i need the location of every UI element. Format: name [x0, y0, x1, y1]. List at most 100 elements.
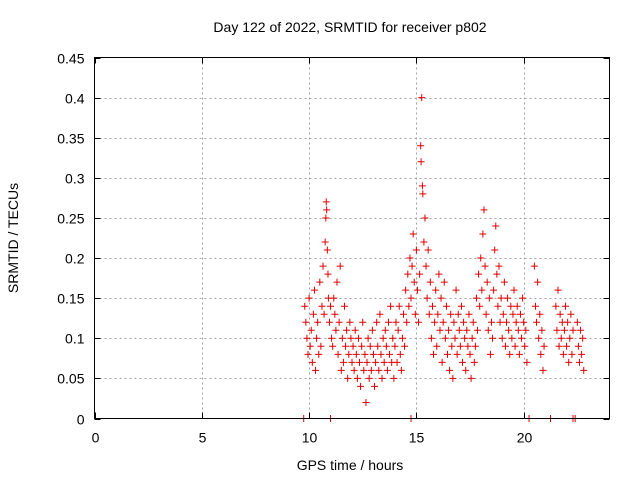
y-axis-label: SRMTID / TECUs — [5, 183, 21, 293]
data-point-marker — [450, 318, 458, 326]
data-point-marker — [417, 142, 425, 150]
data-point-marker — [521, 342, 529, 350]
data-point-marker — [314, 318, 322, 326]
data-point-marker — [478, 286, 486, 294]
data-point-marker — [304, 350, 312, 358]
data-point-marker — [452, 286, 460, 294]
points-layer — [300, 94, 588, 422]
data-point-marker — [472, 294, 480, 302]
data-point-marker — [391, 342, 399, 350]
data-point-marker — [398, 334, 406, 342]
data-point-marker — [564, 318, 572, 326]
data-point-marker — [333, 278, 341, 286]
data-point-marker — [376, 310, 384, 318]
data-point-marker — [317, 342, 325, 350]
data-point-marker — [402, 286, 410, 294]
data-point-marker — [336, 262, 344, 270]
data-point-marker — [413, 286, 421, 294]
data-point-marker — [319, 262, 327, 270]
data-point-marker — [436, 326, 444, 334]
data-point-marker — [499, 310, 507, 318]
data-point-marker — [379, 334, 387, 342]
data-point-marker — [328, 334, 336, 342]
data-point-marker — [515, 350, 523, 358]
data-point-marker — [554, 286, 562, 294]
data-point-marker — [560, 326, 568, 334]
data-point-marker — [504, 294, 512, 302]
data-point-marker — [372, 358, 380, 366]
data-point-marker — [516, 310, 524, 318]
data-point-marker — [383, 366, 391, 374]
data-point-marker — [340, 302, 348, 310]
data-point-marker — [479, 230, 487, 238]
data-point-marker — [313, 334, 321, 342]
data-point-marker — [451, 334, 459, 342]
data-point-marker — [397, 366, 405, 374]
data-point-marker — [423, 294, 431, 302]
data-point-marker — [490, 286, 498, 294]
data-point-marker — [395, 302, 403, 310]
data-point-marker — [440, 278, 448, 286]
y-tick-label: 0.15 — [57, 291, 84, 307]
data-point-marker — [371, 382, 379, 390]
data-point-marker — [365, 374, 373, 382]
data-point-marker — [433, 342, 441, 350]
data-point-marker — [339, 358, 347, 366]
data-point-marker — [318, 302, 326, 310]
y-tick-label: 0.1 — [65, 331, 85, 347]
data-point-marker — [460, 318, 468, 326]
data-point-marker — [513, 302, 521, 310]
y-tick-label: 0.4 — [65, 91, 85, 107]
data-point-marker — [485, 294, 493, 302]
data-point-marker — [434, 310, 442, 318]
y-tick-label: 0.3 — [65, 171, 85, 187]
data-point-marker — [552, 302, 560, 310]
data-point-marker — [500, 278, 508, 286]
data-point-marker — [507, 302, 515, 310]
data-point-marker — [363, 358, 371, 366]
data-point-marker — [394, 326, 402, 334]
data-point-marker — [438, 358, 446, 366]
data-point-marker — [315, 350, 323, 358]
data-point-marker — [407, 294, 415, 302]
data-point-marker — [301, 302, 309, 310]
data-point-marker — [353, 374, 361, 382]
data-point-marker — [491, 246, 499, 254]
data-point-marker — [369, 350, 377, 358]
data-point-marker — [535, 334, 543, 342]
data-point-marker — [335, 318, 343, 326]
data-point-marker — [358, 342, 366, 350]
data-point-marker — [522, 326, 530, 334]
chart-title: Day 122 of 2022, SRMTID for receiver p80… — [213, 19, 486, 35]
data-point-marker — [466, 350, 474, 358]
data-point-marker — [562, 302, 570, 310]
data-point-marker — [492, 222, 500, 230]
y-tick-label: 0.35 — [57, 131, 84, 147]
data-point-marker — [462, 366, 470, 374]
data-point-marker — [330, 294, 338, 302]
data-point-marker — [356, 358, 364, 366]
data-point-marker — [495, 262, 503, 270]
data-point-marker — [322, 198, 330, 206]
data-point-marker — [539, 366, 547, 374]
data-point-marker — [497, 294, 505, 302]
data-point-marker — [312, 366, 320, 374]
data-point-marker — [417, 158, 425, 166]
data-point-marker — [361, 350, 369, 358]
data-point-marker — [454, 310, 462, 318]
data-point-marker — [518, 334, 526, 342]
data-point-marker — [418, 182, 426, 190]
data-point-marker — [381, 326, 389, 334]
data-point-marker — [557, 334, 565, 342]
data-point-marker — [350, 366, 358, 374]
data-point-marker — [420, 238, 428, 246]
data-point-marker — [320, 310, 328, 318]
data-point-marker — [309, 310, 317, 318]
data-point-marker — [567, 310, 575, 318]
data-point-marker — [448, 342, 456, 350]
data-point-marker — [359, 318, 367, 326]
data-point-marker — [426, 278, 434, 286]
data-point-marker — [308, 358, 316, 366]
data-point-marker — [443, 350, 451, 358]
